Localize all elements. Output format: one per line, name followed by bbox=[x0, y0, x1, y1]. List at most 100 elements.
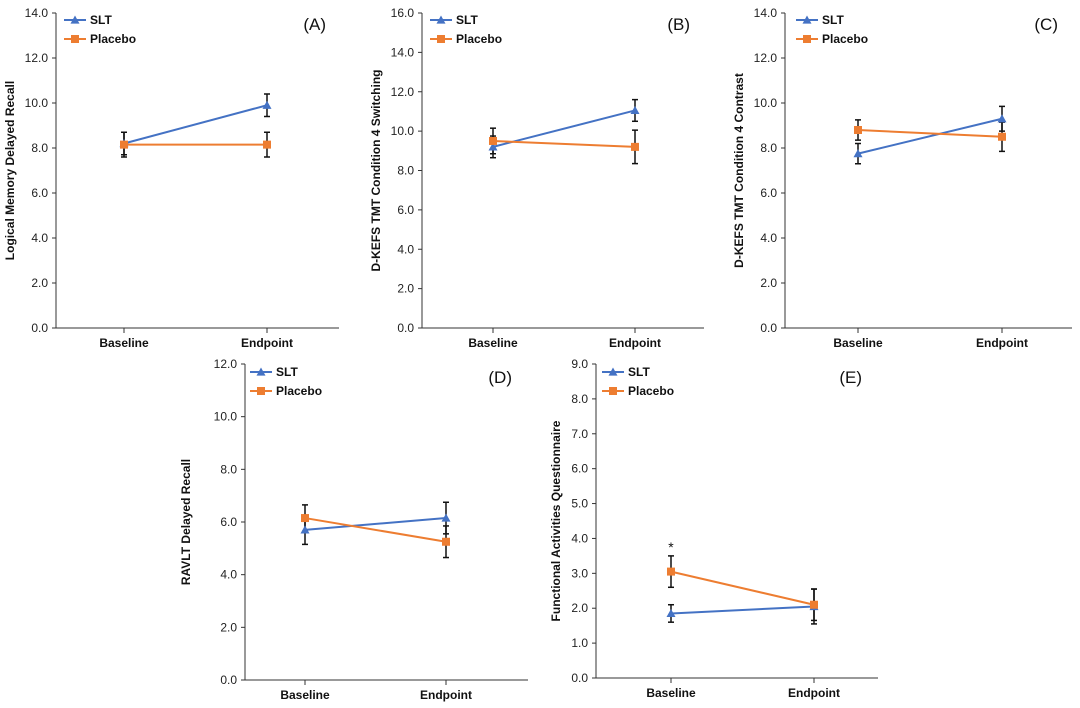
data-point-placebo bbox=[442, 537, 450, 546]
y-tick-label: 4.0 bbox=[760, 231, 777, 245]
y-tick-label: 12.0 bbox=[214, 357, 238, 371]
legend-label-placebo: Placebo bbox=[276, 384, 322, 398]
chart-panel-d: 0.0 2.0 4.0 6.0 8.0 10.0 12.0 Baseline Endpoint R… bbox=[179, 357, 528, 702]
series-line-slt bbox=[304, 517, 447, 531]
legend-swatch-marker bbox=[609, 387, 617, 395]
y-tick-label: 8.0 bbox=[220, 462, 237, 476]
panel-label: (A) bbox=[303, 15, 326, 34]
y-tick-label: 9.0 bbox=[571, 357, 588, 371]
series-line-slt bbox=[670, 605, 815, 615]
y-tick-label: 16.0 bbox=[391, 6, 415, 20]
legend-label-slt: SLT bbox=[276, 365, 298, 379]
y-tick-label: 2.0 bbox=[220, 620, 237, 634]
y-tick-label: 1.0 bbox=[571, 636, 588, 650]
y-tick-label: 8.0 bbox=[397, 164, 414, 178]
x-tick-label-endpoint: Endpoint bbox=[976, 336, 1028, 350]
y-tick-label: 10.0 bbox=[25, 96, 49, 110]
chart-panel-e: 0.0 1.0 2.0 3.0 4.0 5.0 6.0 7.0 8.0 9.0 Baseline En… bbox=[549, 357, 878, 700]
x-tick-label-endpoint: Endpoint bbox=[241, 336, 293, 350]
y-axis-title: D-KEFS TMT Condition 4 Switching bbox=[369, 70, 383, 272]
y-tick-label: 0.0 bbox=[220, 673, 237, 687]
y-axis-title: RAVLT Delayed Recall bbox=[179, 459, 193, 585]
legend-swatch-marker bbox=[71, 35, 79, 43]
legend-label-placebo: Placebo bbox=[90, 32, 136, 46]
y-tick-label: 10.0 bbox=[214, 410, 238, 424]
y-tick-label: 0.0 bbox=[571, 671, 588, 685]
x-tick-label-baseline: Baseline bbox=[646, 686, 696, 700]
data-point-placebo bbox=[120, 140, 128, 149]
x-tick-label-baseline: Baseline bbox=[99, 336, 149, 350]
y-axis-title: Logical Memory Delayed Recall bbox=[3, 81, 17, 260]
y-axis-title: D-KEFS TMT Condition 4 Contrast bbox=[732, 73, 746, 268]
legend-swatch-marker bbox=[257, 387, 265, 395]
x-tick-label-endpoint: Endpoint bbox=[788, 686, 840, 700]
y-tick-label: 12.0 bbox=[391, 85, 415, 99]
y-tick-label: 6.0 bbox=[397, 203, 414, 217]
x-tick-label-endpoint: Endpoint bbox=[609, 336, 661, 350]
y-tick-label: 4.0 bbox=[31, 231, 48, 245]
x-tick-label-endpoint: Endpoint bbox=[420, 688, 472, 702]
data-point-slt bbox=[630, 105, 640, 115]
y-tick-label: 6.0 bbox=[760, 186, 777, 200]
series-line-placebo bbox=[857, 129, 1003, 138]
legend-label-slt: SLT bbox=[456, 13, 478, 27]
chart-panel-b: 0.0 2.0 4.0 6.0 8.0 10.0 12.0 14.0 16.0 Baseline E… bbox=[369, 6, 704, 350]
significance-marker: * bbox=[668, 539, 674, 555]
legend-swatch-marker bbox=[437, 35, 445, 43]
y-tick-label: 0.0 bbox=[760, 321, 777, 335]
y-tick-label: 2.0 bbox=[31, 276, 48, 290]
data-point-placebo bbox=[489, 136, 497, 145]
y-tick-label: 2.0 bbox=[397, 282, 414, 296]
x-tick-label-baseline: Baseline bbox=[833, 336, 883, 350]
y-tick-label: 4.0 bbox=[571, 531, 588, 545]
panel-label: (E) bbox=[839, 368, 862, 387]
legend-label-slt: SLT bbox=[628, 365, 650, 379]
y-tick-label: 6.0 bbox=[31, 186, 48, 200]
x-tick-label-baseline: Baseline bbox=[468, 336, 518, 350]
y-tick-label: 12.0 bbox=[25, 51, 49, 65]
y-tick-label: 8.0 bbox=[760, 141, 777, 155]
panel-label: (D) bbox=[488, 368, 512, 387]
legend-swatch-marker bbox=[70, 15, 80, 24]
data-point-slt bbox=[441, 513, 451, 522]
y-tick-label: 4.0 bbox=[397, 242, 414, 256]
data-point-slt bbox=[853, 149, 863, 158]
y-tick-label: 3.0 bbox=[571, 566, 588, 580]
y-tick-label: 0.0 bbox=[31, 321, 48, 335]
data-point-placebo bbox=[667, 567, 675, 576]
legend-swatch-marker bbox=[802, 15, 812, 24]
y-tick-label: 10.0 bbox=[754, 96, 778, 110]
legend-label-placebo: Placebo bbox=[822, 32, 868, 46]
y-tick-label: 12.0 bbox=[754, 51, 778, 65]
y-tick-label: 10.0 bbox=[391, 124, 415, 138]
y-tick-label: 14.0 bbox=[754, 6, 778, 20]
panel-label: (B) bbox=[667, 15, 690, 34]
y-tick-label: 6.0 bbox=[220, 515, 237, 529]
panel-label: (C) bbox=[1034, 15, 1058, 34]
data-point-placebo bbox=[301, 514, 309, 523]
legend-swatch-marker bbox=[608, 367, 618, 376]
data-point-slt bbox=[997, 114, 1007, 123]
series-line-slt bbox=[123, 104, 268, 145]
legend-label-placebo: Placebo bbox=[628, 384, 674, 398]
series-line-slt bbox=[857, 117, 1003, 155]
y-tick-label: 5.0 bbox=[571, 497, 588, 511]
y-tick-label: 14.0 bbox=[25, 6, 49, 20]
legend-label-slt: SLT bbox=[822, 13, 844, 27]
y-tick-label: 0.0 bbox=[397, 321, 414, 335]
data-point-slt bbox=[300, 525, 310, 534]
legend-swatch-marker bbox=[256, 367, 266, 376]
data-point-placebo bbox=[810, 600, 818, 609]
data-point-slt bbox=[666, 608, 676, 618]
data-point-placebo bbox=[263, 140, 271, 149]
series-line-placebo bbox=[670, 570, 815, 606]
y-tick-label: 4.0 bbox=[220, 568, 237, 582]
data-point-placebo bbox=[998, 132, 1006, 141]
data-point-placebo bbox=[854, 126, 862, 134]
series-line-slt bbox=[492, 109, 636, 148]
series-line-placebo bbox=[492, 139, 636, 148]
data-point-placebo bbox=[631, 142, 639, 151]
y-tick-label: 8.0 bbox=[571, 392, 588, 406]
y-tick-label: 14.0 bbox=[391, 45, 415, 59]
